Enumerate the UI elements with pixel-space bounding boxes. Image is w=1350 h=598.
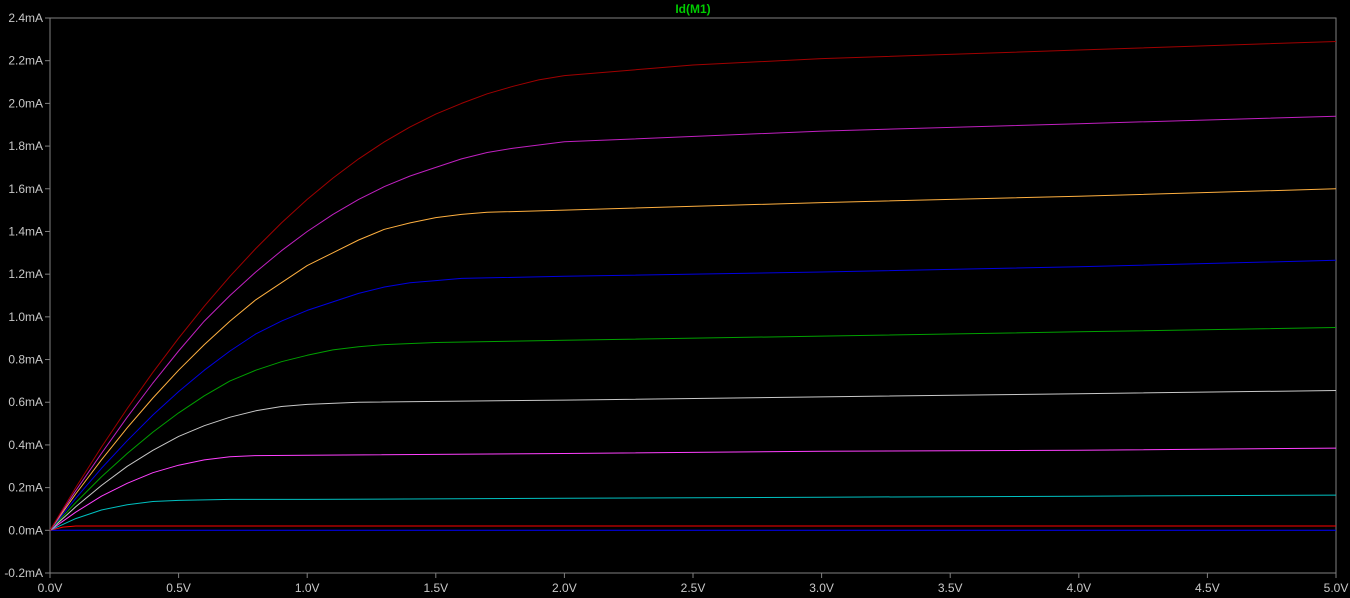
series-line-7 <box>49 259 1337 531</box>
y-tick-label: 1.6mA <box>8 182 43 196</box>
series-line-6 <box>49 327 1337 531</box>
y-tick-label: 2.0mA <box>8 96 43 110</box>
y-tick-label: 1.0mA <box>8 310 43 324</box>
series-group <box>49 41 1337 531</box>
series-line-9 <box>49 115 1337 531</box>
x-tick-label: 1.0V <box>295 581 320 595</box>
x-tick-label: 3.0V <box>809 581 834 595</box>
x-tick-label: 0.5V <box>166 581 191 595</box>
y-tick-label: 1.8mA <box>8 139 43 153</box>
y-tick-label: 0.0mA <box>8 523 43 537</box>
x-tick-label: 5.0V <box>1324 581 1349 595</box>
y-tick-label: 1.4mA <box>8 224 43 238</box>
series-line-10 <box>49 41 1337 531</box>
series-line-3 <box>49 494 1337 531</box>
y-tick-label: -0.2mA <box>4 566 43 580</box>
x-tick-label: 2.5V <box>681 581 706 595</box>
chart-title: Id(M1) <box>675 2 710 16</box>
y-tick-label: 2.2mA <box>8 54 43 68</box>
series-line-4 <box>49 447 1337 531</box>
x-tick-label: 0.0V <box>38 581 63 595</box>
y-tick-label: 2.4mA <box>8 11 43 25</box>
x-tick-label: 4.0V <box>1066 581 1091 595</box>
series-line-8 <box>49 188 1337 531</box>
plot-frame <box>49 17 1337 574</box>
x-tick-label: 1.5V <box>423 581 448 595</box>
x-tick-label: 3.5V <box>938 581 963 595</box>
x-tick-label: 2.0V <box>552 581 577 595</box>
y-tick-label: 0.6mA <box>8 395 43 409</box>
x-tick-label: 4.5V <box>1195 581 1220 595</box>
x-axis: 0.0V 0.5V 1.0V 1.5V 2.0V 2.5V 3.0V 3.5V 4.0V 4.5V… <box>38 573 1349 595</box>
y-tick-label: 0.8mA <box>8 353 43 367</box>
series-line-5 <box>49 390 1337 531</box>
y-axis: -0.2mA 0.0mA 0.2mA 0.4mA 0.6mA 0.8mA 1.0mA 1.2m… <box>4 11 50 580</box>
y-tick-label: 0.2mA <box>8 481 43 495</box>
y-tick-label: 0.4mA <box>8 438 43 452</box>
series-line-2 <box>49 525 1336 531</box>
y-tick-label: 1.2mA <box>8 267 43 281</box>
